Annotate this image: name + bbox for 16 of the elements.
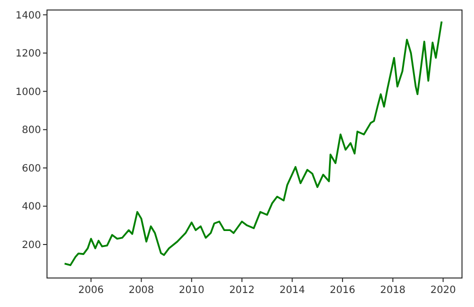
- x-tick-label: 2006: [78, 285, 104, 296]
- y-tick-label: 1000: [16, 86, 41, 98]
- y-tick-label: 400: [22, 202, 41, 213]
- y-tick-label: 1400: [16, 10, 41, 22]
- x-tick-label: 2018: [380, 285, 406, 296]
- y-tick-label: 800: [22, 125, 41, 136]
- x-tick-label: 2020: [430, 285, 456, 296]
- x-tick-label: 2012: [229, 285, 255, 296]
- x-tick-label: 2010: [178, 285, 204, 296]
- y-tick-label: 600: [22, 163, 41, 174]
- x-tick-label: 2008: [128, 285, 154, 296]
- line-series: [64, 20, 443, 266]
- y-tick-label: 1200: [16, 48, 41, 60]
- x-tick-label: 2016: [330, 285, 356, 296]
- y-tick-label: 200: [22, 240, 41, 251]
- x-tick-label: 2014: [280, 285, 305, 296]
